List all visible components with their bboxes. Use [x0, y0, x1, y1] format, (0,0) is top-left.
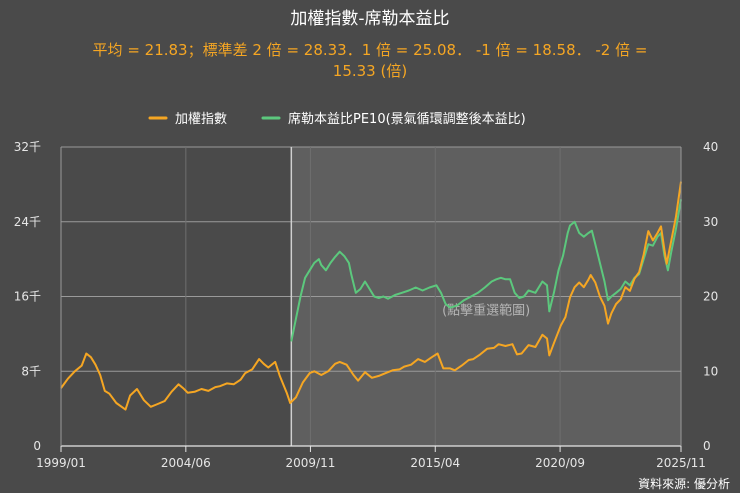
- x-tick-label: 2015/04: [410, 456, 460, 470]
- y-right-tick-label: 40: [703, 140, 718, 154]
- y-right-tick-label: 30: [703, 215, 718, 229]
- axis-layer: 0 8千 16千 24千 32千 0 10 20 30 40 1999/01 2004/06 2009/…: [14, 140, 719, 470]
- y-left-tick-label: 32千: [14, 140, 41, 154]
- y-left-tick-label: 8千: [21, 364, 41, 378]
- series-line-cape: [290, 199, 682, 342]
- selection-hint[interactable]: (點擊重選範圍): [442, 303, 530, 319]
- legend: 加權指數 席勒本益比PE10(景氣循環調整後本益比): [148, 111, 526, 127]
- y-right-tick-label: 10: [703, 364, 718, 378]
- x-tick-label: 2009/11: [285, 456, 335, 470]
- source-credit: 資料來源: 優分析: [638, 477, 730, 491]
- legend-item-cape[interactable]: 席勒本益比PE10(景氣循環調整後本益比): [261, 111, 526, 127]
- x-tick-label: 1999/01: [36, 456, 86, 470]
- legend-item-taiex[interactable]: 加權指數: [148, 112, 227, 127]
- series-layer: [60, 181, 682, 411]
- chart-subtitle-line1: 平均 = 21.83；標準差 2 倍 = 28.33．1 倍 = 25.08． …: [93, 41, 648, 59]
- x-tick-label: 2025/11: [656, 456, 706, 470]
- x-tick-label: 2020/09: [535, 456, 585, 470]
- series-line-taiex: [60, 181, 682, 411]
- y-right-tick-label: 0: [703, 439, 711, 453]
- x-tick-label: 2004/06: [161, 456, 211, 470]
- y-left-tick-label: 16千: [14, 290, 41, 304]
- legend-label-cape: 席勒本益比PE10(景氣循環調整後本益比): [288, 111, 526, 127]
- legend-label-taiex: 加權指數: [175, 112, 227, 127]
- chart-title: 加權指數-席勒本益比: [290, 9, 449, 29]
- y-right-tick-label: 20: [703, 290, 718, 304]
- y-left-tick-label: 24千: [14, 215, 41, 229]
- y-left-tick-label: 0: [33, 439, 41, 453]
- chart-subtitle-line2: 15.33 (倍): [333, 62, 407, 80]
